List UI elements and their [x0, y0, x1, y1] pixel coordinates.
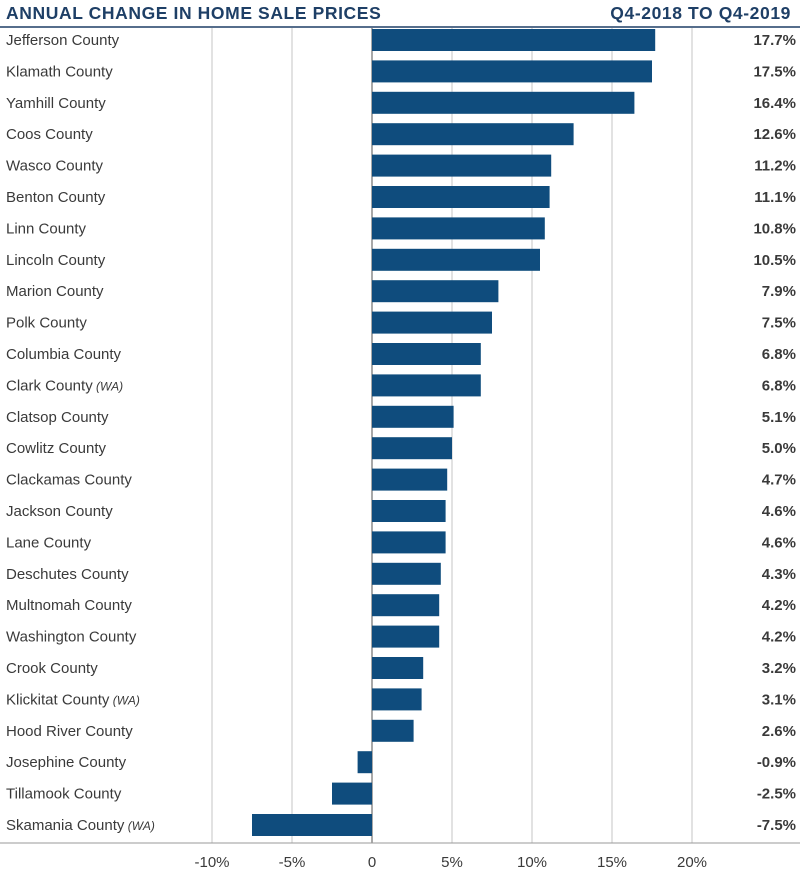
- category-label: Washington County: [6, 629, 137, 646]
- category-label: Linn County: [6, 220, 87, 237]
- value-label: 5.1%: [762, 409, 796, 426]
- category-label: Yamhill County: [6, 95, 106, 112]
- value-label: 17.7%: [753, 32, 796, 49]
- value-label: 7.9%: [762, 283, 796, 300]
- category-label: Crook County: [6, 660, 98, 677]
- category-label: Skamania County (WA): [6, 817, 155, 834]
- value-label: 11.2%: [754, 158, 796, 175]
- bar: [372, 248, 540, 271]
- value-labels: 17.7% 17.5% 16.4% 12.6% 11.2% 11.1% 10.8% 10.5%…: [753, 32, 796, 834]
- value-label: 6.8%: [762, 377, 796, 394]
- value-label: 4.7%: [762, 472, 796, 489]
- bar: [372, 123, 574, 146]
- bar: [372, 60, 652, 83]
- chart-subtitle: Q4-2018 TO Q4-2019: [610, 3, 791, 23]
- category-label: Polk County: [6, 315, 87, 332]
- bar: [252, 814, 372, 836]
- bar: [372, 280, 499, 303]
- bar: [372, 719, 414, 742]
- bar: [357, 751, 372, 774]
- value-label: 4.3%: [762, 566, 796, 583]
- value-label: 3.2%: [762, 660, 796, 677]
- value-label: 4.2%: [762, 597, 796, 614]
- category-label: Columbia County: [6, 346, 122, 363]
- value-label: 4.6%: [762, 503, 796, 520]
- category-label: Clark County (WA): [6, 377, 123, 394]
- bar: [372, 311, 492, 334]
- value-label: 16.4%: [753, 95, 796, 112]
- category-label: Deschutes County: [6, 566, 129, 583]
- category-label: Coos County: [6, 126, 93, 143]
- category-label: Clackamas County: [6, 472, 132, 489]
- value-label: 4.6%: [762, 534, 796, 551]
- bar: [372, 91, 635, 114]
- value-label: 10.5%: [753, 252, 796, 269]
- value-label: 6.8%: [762, 346, 796, 363]
- category-label: Jefferson County: [6, 32, 120, 49]
- value-label: 4.2%: [762, 629, 796, 646]
- category-label: Multnomah County: [6, 597, 132, 614]
- bar: [372, 468, 448, 491]
- category-label: Tillamook County: [6, 786, 122, 803]
- x-tick-label: 5%: [441, 854, 463, 871]
- category-label: Clatsop County: [6, 409, 109, 426]
- bars: [252, 29, 656, 836]
- value-label: -7.5%: [757, 817, 796, 834]
- value-label: -2.5%: [757, 786, 796, 803]
- bar: [372, 594, 440, 617]
- category-label: Klickitat County (WA): [6, 691, 140, 708]
- value-label: 5.0%: [762, 440, 796, 457]
- bar: [372, 186, 550, 208]
- bar: [372, 154, 552, 177]
- bar: [372, 437, 452, 460]
- bar: [332, 782, 372, 805]
- bar: [372, 531, 446, 554]
- category-label: Lane County: [6, 534, 92, 551]
- bar: [372, 217, 545, 240]
- bar: [372, 29, 656, 51]
- category-label: Wasco County: [6, 158, 103, 175]
- x-tick-label: 15%: [597, 854, 627, 871]
- bar: [372, 374, 481, 397]
- category-label: Benton County: [6, 189, 106, 206]
- bar: [372, 657, 424, 679]
- value-label: 7.5%: [762, 315, 796, 332]
- value-label: -0.9%: [757, 754, 796, 771]
- bar: [372, 688, 422, 711]
- grid-lines: [211, 28, 693, 843]
- x-tick-label: 20%: [677, 854, 707, 871]
- value-label: 11.1%: [754, 189, 796, 206]
- category-label: Lincoln County: [6, 252, 106, 269]
- x-axis-ticks: -10% -5% 0 5% 10% 15% 20%: [194, 854, 707, 871]
- x-tick-label: 10%: [517, 854, 547, 871]
- category-label: Josephine County: [6, 754, 127, 771]
- category-label: Cowlitz County: [6, 440, 107, 457]
- bar: [372, 405, 454, 428]
- bar: [372, 343, 481, 365]
- bar: [372, 625, 440, 648]
- category-labels: Jefferson County Klamath County Yamhill Co…: [6, 32, 155, 834]
- category-label: Marion County: [6, 283, 104, 300]
- category-label: Hood River County: [6, 723, 133, 740]
- value-label: 10.8%: [753, 220, 796, 237]
- bar: [372, 500, 446, 522]
- value-label: 17.5%: [753, 63, 796, 80]
- x-tick-label: 0: [368, 854, 376, 871]
- category-label: Jackson County: [6, 503, 113, 520]
- value-label: 2.6%: [762, 723, 796, 740]
- x-tick-label: -10%: [194, 854, 229, 871]
- chart-title: ANNUAL CHANGE IN HOME SALE PRICES: [6, 3, 381, 23]
- value-label: 3.1%: [762, 691, 796, 708]
- category-label: Klamath County: [6, 63, 113, 80]
- x-tick-label: -5%: [279, 854, 306, 871]
- bar: [372, 562, 441, 585]
- value-label: 12.6%: [753, 126, 796, 143]
